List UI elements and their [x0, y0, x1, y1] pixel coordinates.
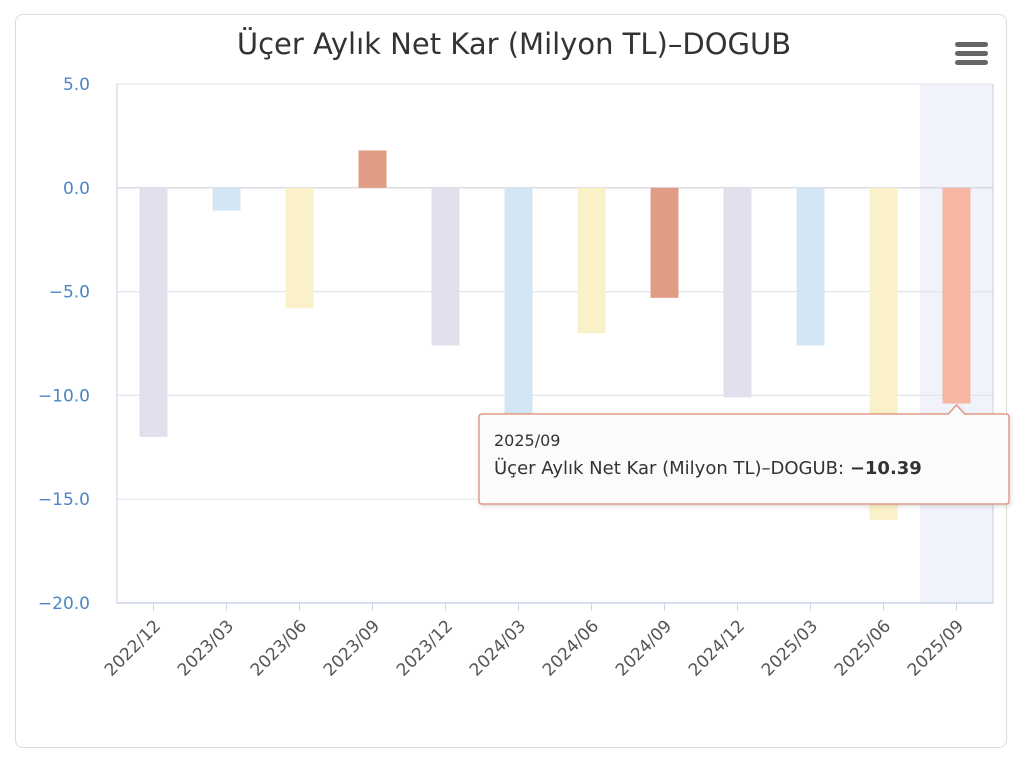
tooltip-header: 2025/09	[494, 431, 560, 450]
x-tick-label: 2022/12	[101, 616, 165, 680]
tooltip: 2025/09 Üçer Aylık Net Kar (Milyon TL)–D…	[478, 403, 1010, 505]
plot-area	[116, 83, 994, 604]
hamburger-menu-icon	[955, 42, 988, 47]
bar[interactable]	[796, 187, 825, 346]
bar[interactable]	[504, 187, 533, 417]
bar[interactable]	[431, 187, 460, 346]
x-tick-label: 2023/06	[247, 616, 311, 680]
y-tick-label: 5.0	[63, 75, 90, 95]
x-tick-label: 2024/12	[685, 616, 749, 680]
x-tick-label: 2023/12	[393, 616, 457, 680]
bars	[139, 150, 971, 520]
bar[interactable]	[212, 187, 241, 211]
bar[interactable]	[650, 187, 679, 298]
y-tick-label: 0.0	[63, 179, 90, 199]
y-axis: 5.0 0.0 −5.0 −10.0 −15.0 −20.0	[38, 75, 90, 614]
bar[interactable]	[285, 187, 314, 309]
tooltip-body: Üçer Aylık Net Kar (Milyon TL)–DOGUB: −1…	[494, 457, 922, 479]
bar[interactable]	[942, 187, 971, 404]
bar[interactable]	[358, 150, 387, 188]
x-tick-label: 2025/06	[831, 616, 895, 680]
y-tick-label: −15.0	[38, 490, 90, 510]
x-tick-label: 2024/09	[612, 616, 676, 680]
x-tick-label: 2024/03	[466, 616, 530, 680]
tooltip-series-label: Üçer Aylık Net Kar (Milyon TL)–DOGUB:	[494, 457, 850, 479]
x-axis: 2022/12 2023/03 2023/06 2023/09 2023/12 2024/…	[101, 603, 968, 680]
bar[interactable]	[139, 187, 168, 437]
x-tick-label: 2023/09	[320, 616, 384, 680]
chart-title: Üçer Aylık Net Kar (Milyon TL)–DOGUB	[237, 27, 791, 61]
tooltip-box	[478, 403, 1010, 505]
x-tick-label: 2025/09	[904, 616, 968, 680]
y-tick-label: −5.0	[49, 283, 90, 303]
tooltip-value: −10.39	[850, 458, 922, 479]
x-tick-label: 2024/06	[539, 616, 603, 680]
bar[interactable]	[723, 187, 752, 398]
y-tick-label: −10.0	[38, 386, 90, 406]
x-tick-label: 2023/03	[174, 616, 238, 680]
y-tick-label: −20.0	[38, 594, 90, 614]
menu-button[interactable]	[951, 38, 993, 70]
bar[interactable]	[577, 187, 606, 334]
x-tick-label: 2025/03	[758, 616, 822, 680]
